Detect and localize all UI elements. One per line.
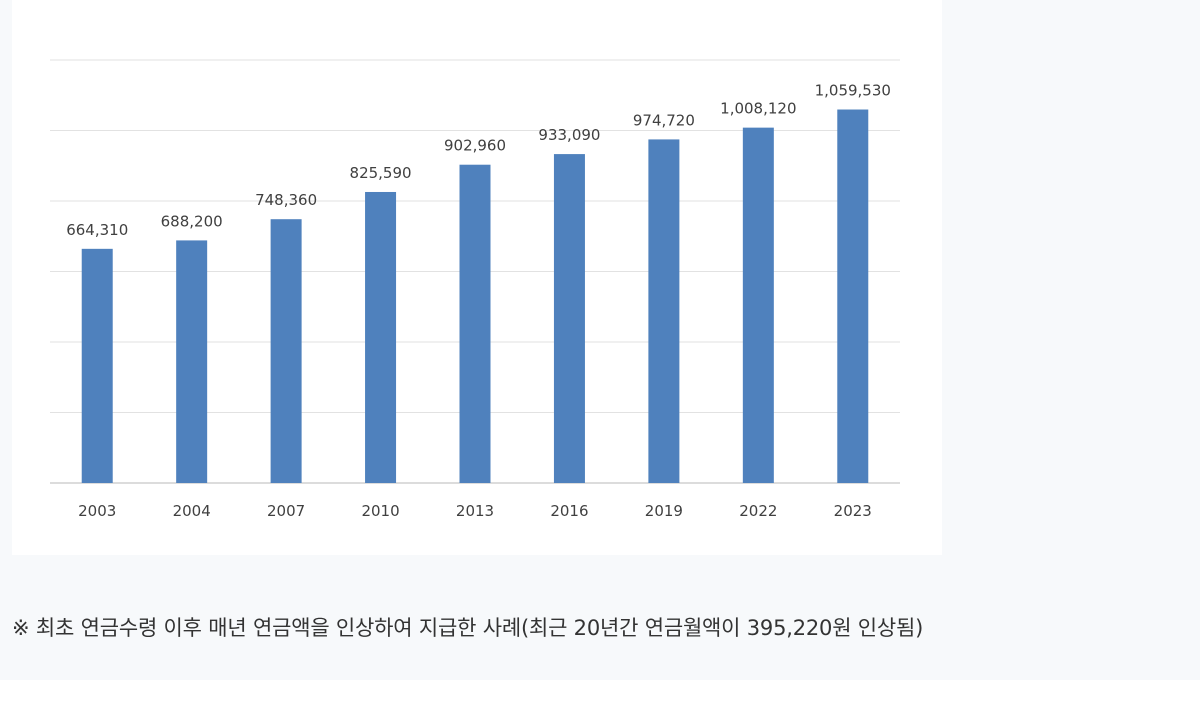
data-label-2013: 902,960 [444,137,506,155]
data-label-2003: 664,310 [66,221,128,239]
data-label-2016: 933,090 [538,126,600,144]
chart-card: 664,310 2003 688,200 2004 748,360 2007 825,590… [12,0,942,555]
x-tick-label-2019: 2019 [645,502,683,520]
data-label-2010: 825,590 [350,164,412,182]
bar-2013 [459,164,491,483]
data-label-2019: 974,720 [633,111,695,129]
bar-2010 [365,191,397,483]
x-tick-label-2003: 2003 [78,502,116,520]
chart-caption: ※ 최초 연금수령 이후 매년 연금액을 인상하여 지급한 사례(최근 20년간… [12,616,924,640]
x-tick-label-2016: 2016 [550,502,588,520]
bar-2023 [837,109,869,483]
data-label-2023: 1,059,530 [815,82,891,100]
x-tick-label-2010: 2010 [361,502,399,520]
x-tick-label-2004: 2004 [173,502,211,520]
x-tick-label-2007: 2007 [267,502,305,520]
bar-2004 [176,240,208,483]
x-tick-label-2013: 2013 [456,502,494,520]
x-tick-label-2023: 2023 [834,502,872,520]
data-label-2022: 1,008,120 [720,100,796,118]
bar-2022 [742,127,774,484]
x-tick-label-2022: 2022 [739,502,777,520]
bar-2007 [270,219,302,483]
data-label-2004: 688,200 [161,212,223,230]
footer-strip [0,680,1200,707]
bar-2016 [553,154,585,484]
bar-2003 [81,248,113,483]
bar-chart: 664,310 2003 688,200 2004 748,360 2007 825,590… [50,59,900,520]
bar-2019 [648,139,680,483]
data-label-2007: 748,360 [255,191,317,209]
